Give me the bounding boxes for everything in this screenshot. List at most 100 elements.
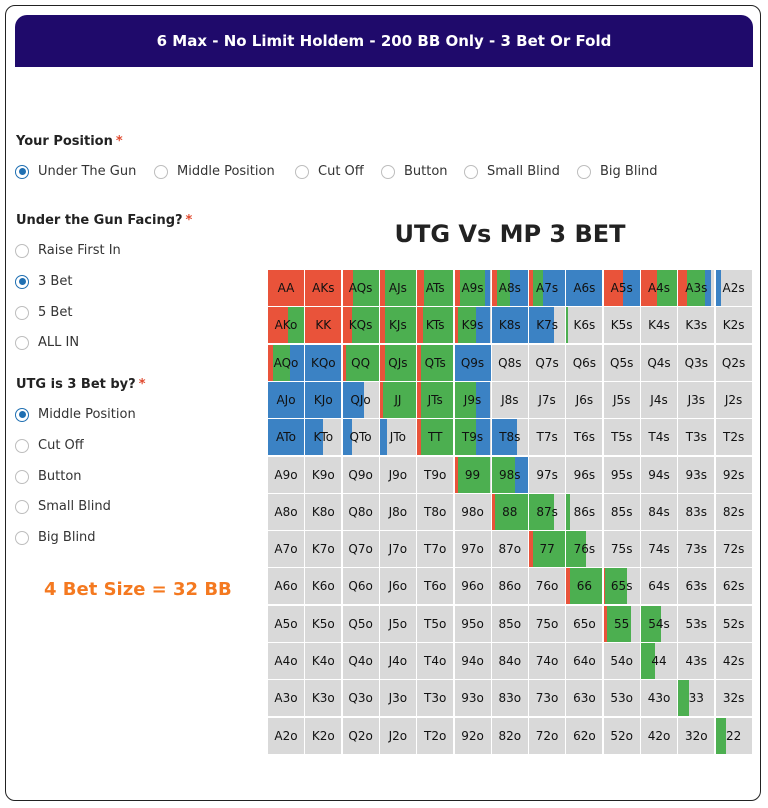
hand-cell-K4o: K4o	[305, 643, 342, 679]
position-option-bb[interactable]: Big Blind	[577, 164, 658, 179]
radio-icon[interactable]	[295, 164, 309, 179]
radio-icon[interactable]	[381, 164, 395, 179]
radio-icon[interactable]	[15, 438, 29, 453]
hand-label: T2o	[424, 728, 447, 743]
position-option-utg[interactable]: Under The Gun	[15, 164, 136, 179]
hand-label: 73s	[685, 542, 708, 557]
hand-cell-A4s: A4s	[641, 270, 677, 306]
radio-selected-icon[interactable]	[15, 164, 29, 179]
hand-label: 88	[502, 504, 518, 519]
freq-segment-raise	[678, 270, 688, 306]
hand-label: QJo	[350, 392, 371, 407]
hand-cell-88: 88	[491, 493, 528, 530]
three-bettor-option-sb[interactable]: Small Blind	[15, 499, 111, 514]
hand-cell-KTs: KTs	[417, 307, 454, 344]
freq-segment-fold	[543, 270, 566, 306]
radio-icon[interactable]	[15, 530, 29, 545]
hand-label: T2s	[722, 430, 745, 445]
radio-icon[interactable]	[15, 243, 29, 258]
three-bettor-option-co[interactable]: Cut Off	[15, 438, 84, 453]
position-option-btn[interactable]: Button	[381, 164, 448, 179]
radio-icon[interactable]	[154, 164, 168, 179]
hand-label: K8s	[498, 318, 521, 333]
hand-label: Q5o	[348, 616, 373, 631]
radio-icon[interactable]	[15, 305, 29, 320]
radio-icon[interactable]	[15, 335, 29, 350]
freq-segment-call	[532, 270, 544, 306]
hand-label: A2o	[274, 728, 298, 743]
freq-segment-call	[532, 531, 566, 568]
hand-label: KQs	[348, 318, 373, 333]
hand-cell-66: 66	[566, 568, 603, 605]
hand-label: K4s	[648, 318, 670, 333]
radio-icon[interactable]	[15, 469, 29, 484]
freq-segment-call	[497, 270, 510, 306]
hand-cell-AQo: AQo	[268, 344, 304, 381]
hand-cell-QQ: QQ	[342, 344, 379, 381]
three-bettor-option-btn[interactable]: Button	[15, 469, 82, 484]
hand-label: J8s	[501, 392, 519, 407]
hand-label: 66	[576, 579, 593, 594]
position-label: Your Position	[16, 134, 113, 149]
hand-cell-K6s: K6s	[566, 307, 603, 344]
freq-segment-raise	[268, 307, 288, 344]
hand-cell-76s: 76s	[566, 531, 603, 568]
hand-label: Q2o	[348, 728, 373, 743]
hand-label: Q3s	[684, 355, 708, 370]
freq-segment-call	[566, 307, 569, 344]
hand-label: 93s	[685, 467, 708, 482]
hand-cell-87s: 87s	[529, 493, 566, 530]
facing-option-5bet[interactable]: 5 Bet	[15, 305, 72, 320]
position-option-mp[interactable]: Middle Position	[154, 164, 275, 179]
radio-icon[interactable]	[577, 164, 591, 179]
hand-cell-94o: 94o	[454, 643, 491, 679]
facing-option-allin[interactable]: ALL IN	[15, 335, 79, 350]
hand-label: 98s	[499, 467, 521, 482]
hand-label: 52o	[610, 728, 633, 743]
hand-label: Q9s	[460, 355, 485, 370]
hand-cell-Q9o: Q9o	[342, 456, 379, 493]
hand-label: Q6s	[572, 355, 597, 370]
freq-segment-raise	[417, 307, 423, 344]
radio-icon[interactable]	[15, 499, 29, 514]
freq-segment-fold	[476, 381, 491, 418]
facing-option-rfi[interactable]: Raise First In	[15, 243, 121, 258]
position-option-co[interactable]: Cut Off	[295, 164, 364, 179]
facing-label: Under the Gun Facing?	[16, 213, 183, 228]
hand-label: J7o	[388, 542, 408, 557]
radio-selected-icon[interactable]	[15, 407, 29, 422]
three-bettor-option-mp[interactable]: Middle Position	[15, 407, 136, 422]
hand-cell-J9o: J9o	[379, 456, 416, 493]
hand-label: 98o	[461, 504, 484, 519]
three-bettor-option-bb[interactable]: Big Blind	[15, 530, 96, 545]
freq-segment-raise	[379, 344, 386, 381]
hand-cell-A3s: A3s	[678, 270, 715, 306]
hand-cell-K9o: K9o	[305, 456, 342, 493]
hand-label: J2s	[724, 392, 743, 407]
option-label: Button	[404, 164, 448, 179]
radio-selected-icon[interactable]	[15, 274, 29, 289]
hand-label: 54s	[648, 616, 670, 631]
hand-cell-T3s: T3s	[678, 419, 715, 456]
hand-cell-97s: 97s	[529, 456, 566, 493]
hand-cell-95s: 95s	[603, 456, 640, 493]
radio-icon[interactable]	[464, 164, 478, 179]
position-option-sb[interactable]: Small Blind	[464, 164, 560, 179]
hand-label: AJs	[388, 281, 407, 295]
hand-label: J6o	[388, 579, 408, 594]
hand-cell-T2o: T2o	[417, 717, 454, 754]
hand-label: K9o	[311, 467, 335, 482]
hand-cell-K9s: K9s	[454, 307, 491, 344]
hand-cell-J7s: J7s	[529, 381, 566, 418]
hand-cell-55: 55	[603, 605, 640, 642]
hand-cell-A2s: A2s	[715, 270, 752, 306]
freq-segment-call	[678, 680, 690, 717]
hand-cell-77: 77	[529, 531, 566, 568]
hand-cell-KQo: KQo	[305, 344, 342, 381]
hand-cell-Q6o: Q6o	[342, 568, 379, 605]
hand-cell-A5o: A5o	[268, 605, 304, 642]
hand-label: A5s	[610, 281, 633, 295]
hand-cell-T3o: T3o	[417, 680, 454, 717]
freq-segment-fold	[509, 270, 528, 306]
facing-option-3bet[interactable]: 3 Bet	[15, 274, 72, 289]
